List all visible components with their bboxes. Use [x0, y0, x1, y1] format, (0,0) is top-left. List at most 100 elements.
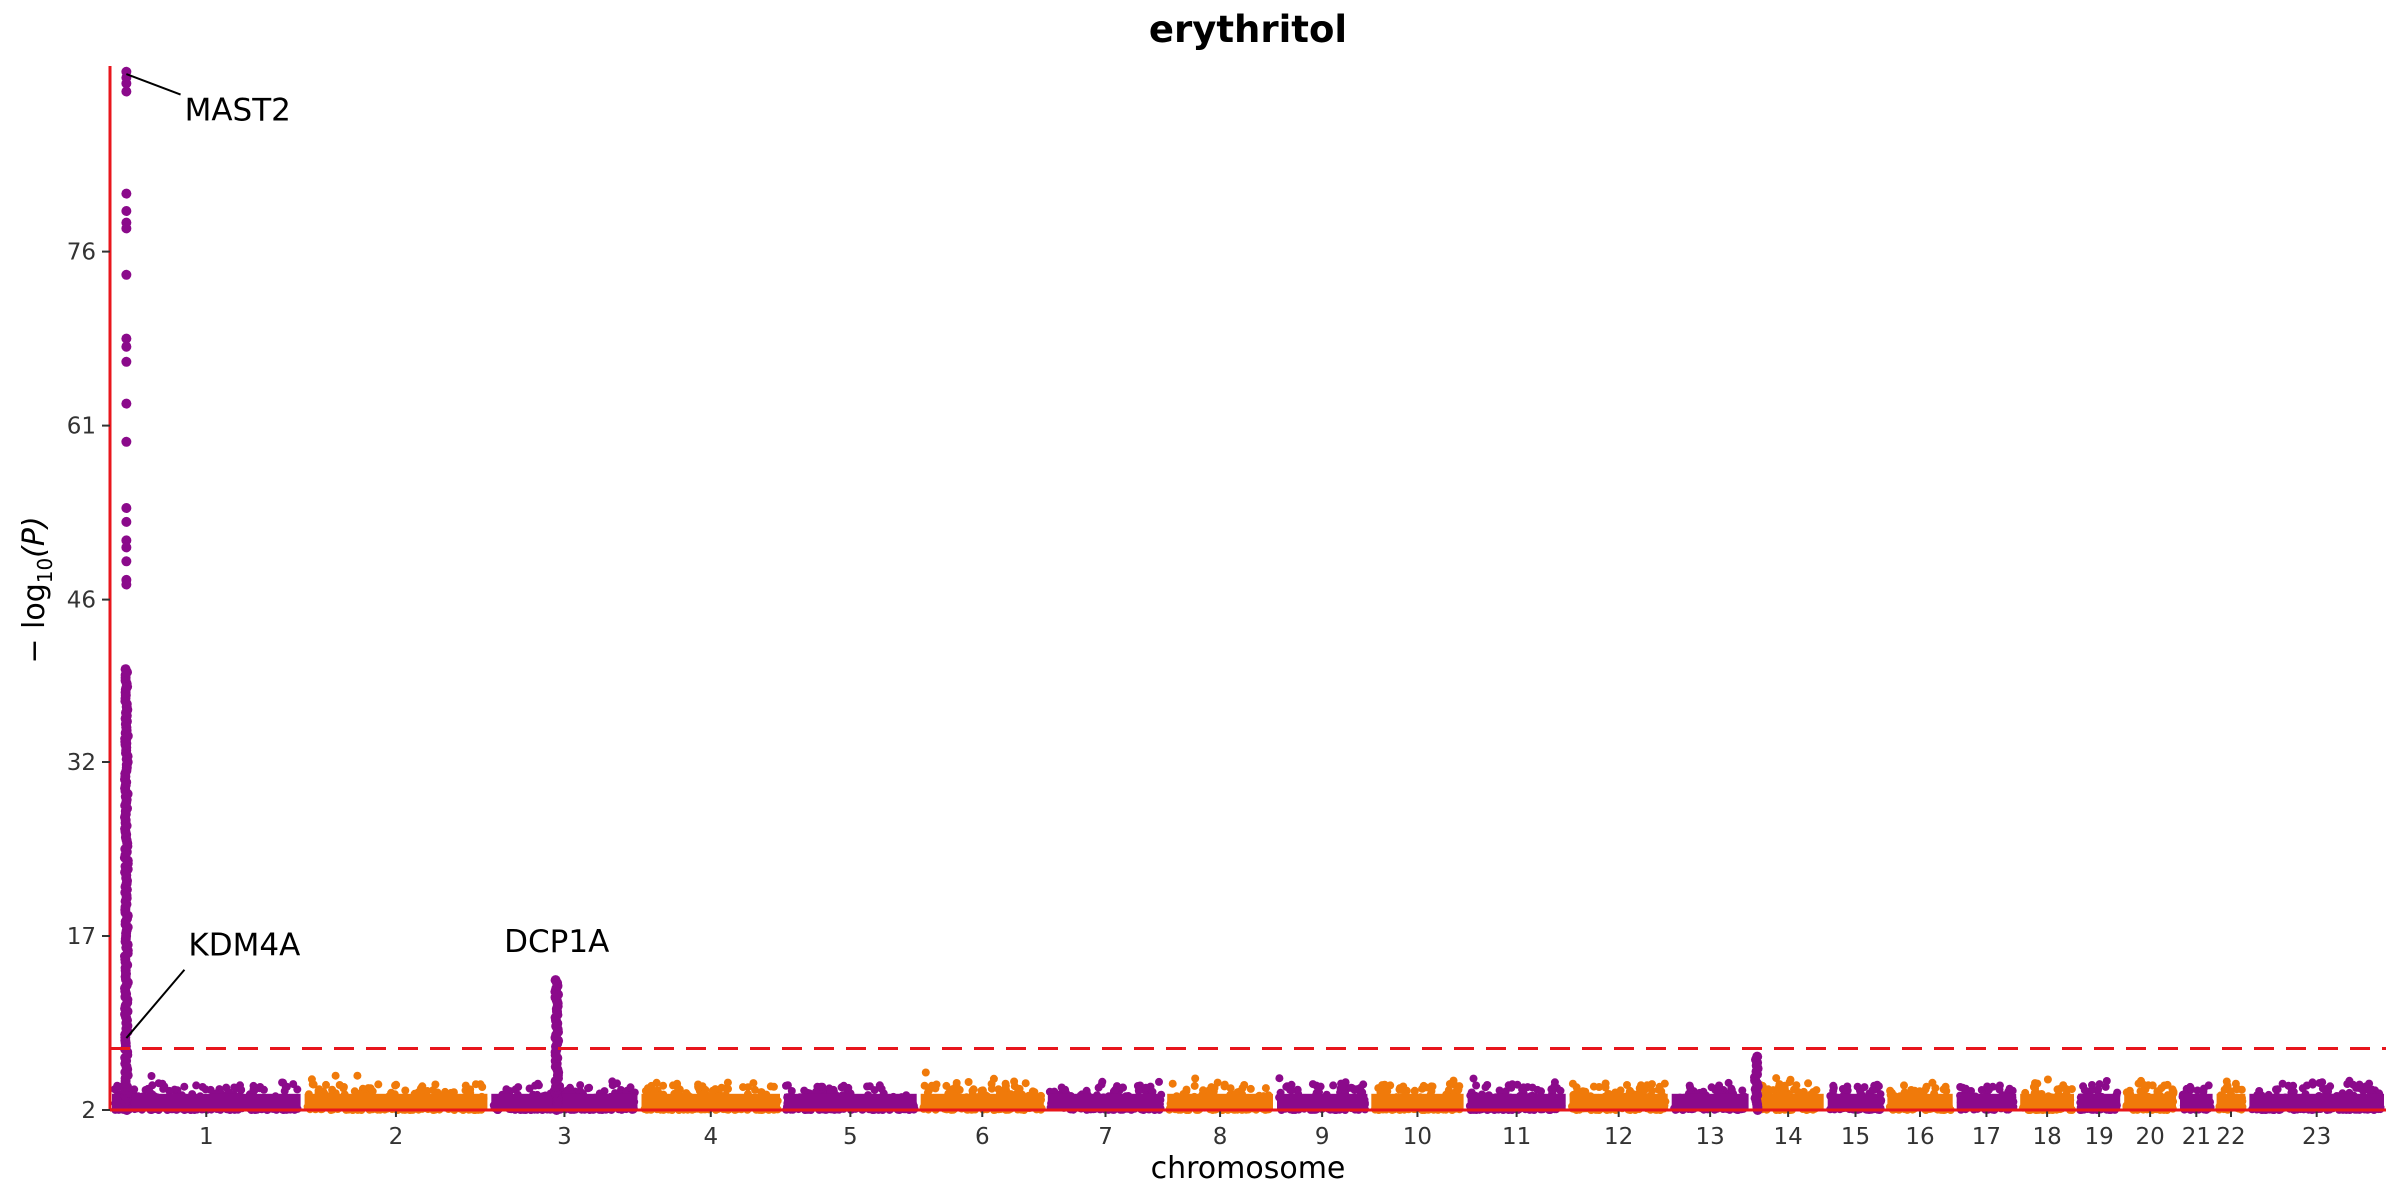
snp-point — [1829, 1086, 1838, 1095]
snp-point — [121, 726, 132, 737]
snp-point — [2318, 1084, 2327, 1093]
x-tick-label: 3 — [557, 1124, 572, 1150]
snp-point — [1623, 1081, 1631, 1089]
snp-point — [1764, 1085, 1773, 1094]
snp-point — [2101, 1082, 2110, 1091]
snp-point — [989, 1074, 998, 1083]
snp-point — [1910, 1086, 1919, 1095]
x-axis-label: chromosome — [1151, 1151, 1346, 1186]
snp-point — [121, 535, 132, 546]
snp-point — [1550, 1078, 1559, 1087]
snp-point — [1886, 1086, 1895, 1095]
snp-point — [1329, 1081, 1338, 1090]
snp-point — [659, 1081, 668, 1090]
snp-density-band — [1956, 1093, 2017, 1110]
snp-point — [1410, 1087, 1419, 1096]
snp-point — [724, 1084, 732, 1093]
snp-point — [1235, 1087, 1244, 1096]
snp-point — [875, 1081, 884, 1090]
snp-point — [418, 1082, 427, 1091]
snp-point — [121, 78, 132, 89]
snp-density-band — [784, 1093, 917, 1110]
snp-point — [2298, 1084, 2307, 1093]
x-tick-label: 1 — [199, 1124, 214, 1150]
y-tick-label: 2 — [81, 1098, 96, 1124]
snp-point — [392, 1080, 401, 1089]
snp-point — [322, 1080, 330, 1089]
snp-point — [289, 1080, 298, 1089]
snp-point — [121, 556, 132, 567]
snp-point — [694, 1083, 703, 1092]
snp-point — [1707, 1083, 1716, 1092]
snp-point — [121, 579, 132, 590]
x-tick-label: 5 — [843, 1124, 858, 1150]
snp-point — [2094, 1085, 2103, 1094]
x-tick-label: 18 — [2032, 1124, 2061, 1150]
snp-point — [2308, 1078, 2317, 1087]
gene-label-dcp1a: DCP1A — [504, 924, 609, 960]
snp-point — [121, 682, 132, 693]
snp-point — [2186, 1082, 2195, 1091]
snp-point — [2160, 1081, 2169, 1090]
snp-point — [2139, 1080, 2148, 1089]
snp-point — [2345, 1076, 2354, 1085]
snp-point — [1843, 1082, 1852, 1091]
snp-point — [423, 1087, 432, 1095]
snp-point — [1287, 1080, 1296, 1089]
snp-density-band — [1371, 1093, 1464, 1110]
snp-point — [1168, 1079, 1177, 1088]
snp-density-band — [2180, 1093, 2213, 1110]
y-axis-label: − log10(P) — [17, 516, 57, 663]
snp-point — [1775, 1080, 1784, 1089]
snp-point — [921, 1068, 930, 1077]
snp-point — [576, 1081, 585, 1090]
snp-point — [2284, 1081, 2293, 1090]
snp-point — [1537, 1087, 1545, 1096]
snp-point — [121, 436, 132, 447]
snp-point — [1359, 1080, 1368, 1089]
snp-point — [1134, 1086, 1143, 1095]
snp-density-band — [1827, 1093, 1884, 1110]
snp-point — [315, 1085, 324, 1094]
snp-point — [2033, 1079, 2042, 1088]
chromosome-12-points — [1568, 1079, 1670, 1114]
snp-point — [641, 1087, 650, 1095]
snp-point — [946, 1086, 955, 1095]
snp-point — [1508, 1080, 1517, 1089]
chromosome-18-points — [2019, 1075, 2076, 1114]
snp-point — [817, 1082, 825, 1091]
snp-point — [401, 1086, 410, 1095]
snp-point — [1772, 1074, 1781, 1083]
snp-point — [1182, 1087, 1191, 1096]
chromosome-2-points — [303, 1071, 488, 1114]
chromosome-5-points — [782, 1081, 919, 1114]
snp-density-band — [2124, 1093, 2176, 1110]
snp-point — [1190, 1081, 1199, 1090]
snp-point — [121, 542, 132, 553]
snp-point — [751, 1085, 759, 1094]
chromosome-1-points — [110, 1072, 302, 1114]
x-tick-label: 16 — [1905, 1124, 1934, 1150]
snp-point — [1210, 1084, 1219, 1092]
snp-point — [2273, 1085, 2282, 1094]
chromosome-6-points — [919, 1068, 1046, 1114]
snp-point — [192, 1081, 201, 1090]
chromosome-9-points — [1275, 1074, 1369, 1114]
snp-point — [1220, 1082, 1229, 1091]
snp-point — [613, 1079, 621, 1088]
snp-point — [2043, 1075, 2052, 1084]
snp-point — [1275, 1074, 1284, 1083]
snp-point — [987, 1084, 996, 1093]
snp-point — [652, 1078, 661, 1087]
snp-point — [1637, 1081, 1645, 1090]
peak-chr3 — [550, 975, 564, 1115]
snp-point — [2148, 1081, 2157, 1090]
snp-point — [839, 1081, 848, 1090]
snp-density-band — [1887, 1093, 1953, 1110]
snp-point — [1616, 1086, 1625, 1095]
snp-point — [2355, 1084, 2364, 1092]
snp-density-band — [304, 1093, 488, 1110]
snp-point — [566, 1083, 574, 1092]
snp-density-band — [2078, 1093, 2121, 1110]
snp-point — [1941, 1082, 1950, 1091]
